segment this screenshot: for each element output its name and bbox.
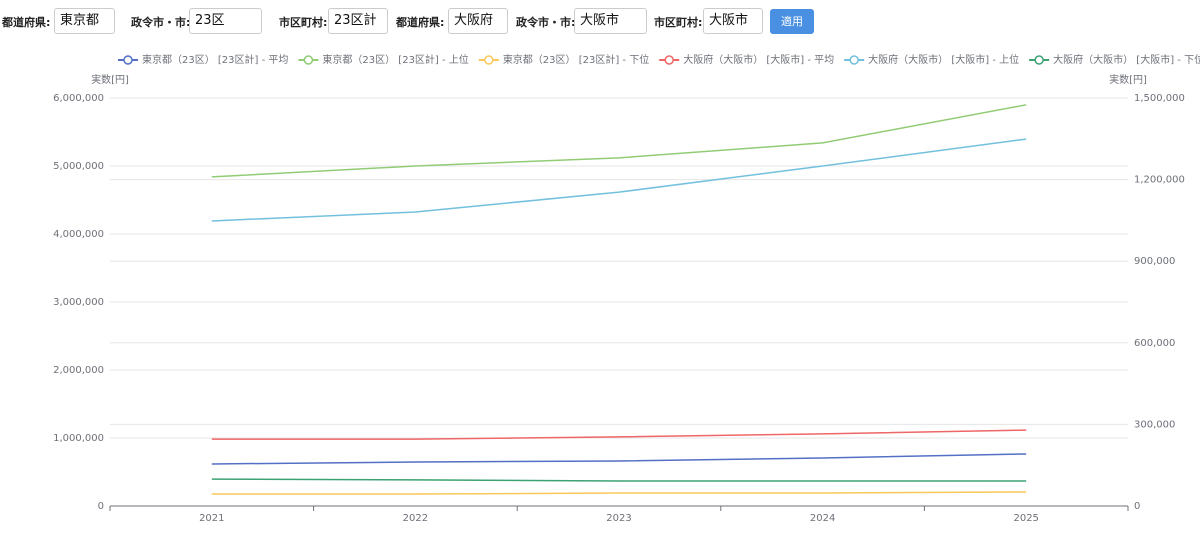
series-line xyxy=(211,429,1027,440)
y2-tick-label: 900,000 xyxy=(1134,256,1175,267)
y-tick-label: 4,000,000 xyxy=(53,229,104,240)
legend-icon xyxy=(484,55,494,65)
legend-icon xyxy=(849,55,859,65)
y-tick-label: 0 xyxy=(98,501,104,512)
filter-input[interactable]: 東京都 xyxy=(54,8,115,34)
legend-label: 東京都（23区） [23区計] - 下位 xyxy=(503,53,649,66)
filter-label: 政令市・市: xyxy=(131,16,191,29)
legend-label: 大阪府（大阪市） [大阪市] - 平均 xyxy=(683,53,834,66)
legend-icon xyxy=(123,55,133,65)
y2-tick-label: 300,000 xyxy=(1134,419,1175,430)
y-tick-label: 3,000,000 xyxy=(53,297,104,308)
x-tick-label: 2021 xyxy=(199,513,224,524)
legend-label: 東京都（23区） [23区計] - 平均 xyxy=(142,53,288,66)
legend-icon xyxy=(1034,55,1044,65)
y2-tick-label: 1,200,000 xyxy=(1134,175,1185,186)
filter-label: 都道府県: xyxy=(396,16,445,29)
legend-icon xyxy=(664,55,674,65)
y2-tick-label: 600,000 xyxy=(1134,338,1175,349)
filter-input[interactable]: 23区計 xyxy=(328,8,388,34)
filter-label: 市区町村: xyxy=(654,16,703,29)
filter-label: 市区町村: xyxy=(279,16,328,29)
y-tick-label: 6,000,000 xyxy=(53,93,104,104)
y2-axis-label: 実数[円] xyxy=(1109,73,1147,86)
y-tick-label: 1,000,000 xyxy=(53,433,104,444)
series-line xyxy=(211,104,1027,178)
series-line xyxy=(211,138,1027,222)
x-tick-label: 2022 xyxy=(403,513,428,524)
legend-label: 大阪府（大阪市） [大阪市] - 下位 xyxy=(1053,53,1200,66)
y-tick-label: 5,000,000 xyxy=(53,161,104,172)
filter-input[interactable]: 大阪府 xyxy=(448,8,508,34)
legend-label: 大阪府（大阪市） [大阪市] - 上位 xyxy=(868,53,1019,66)
x-tick-label: 2024 xyxy=(810,513,835,524)
legend-label: 東京都（23区） [23区計] - 上位 xyxy=(322,53,468,66)
series-line xyxy=(211,491,1027,495)
y-tick-label: 2,000,000 xyxy=(53,365,104,376)
y2-tick-label: 0 xyxy=(1134,501,1140,512)
series-line xyxy=(211,478,1027,482)
y2-tick-label: 1,500,000 xyxy=(1134,93,1185,104)
filter-label: 都道府県: xyxy=(2,16,51,29)
series-line xyxy=(211,453,1027,465)
x-tick-label: 2025 xyxy=(1013,513,1038,524)
filter-input[interactable]: 23区 xyxy=(189,8,262,34)
filter-input[interactable]: 大阪市 xyxy=(703,8,763,34)
x-tick-label: 2023 xyxy=(606,513,631,524)
filter-label: 政令市・市: xyxy=(516,16,576,29)
y-axis-label: 実数[円] xyxy=(91,73,129,86)
filter-input[interactable]: 大阪市 xyxy=(574,8,647,34)
apply-button[interactable]: 適用 xyxy=(770,9,814,34)
legend-icon xyxy=(303,55,314,65)
